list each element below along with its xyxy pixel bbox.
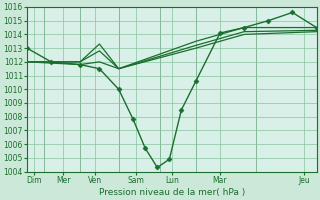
X-axis label: Pression niveau de la mer( hPa ): Pression niveau de la mer( hPa ) [99, 188, 245, 197]
